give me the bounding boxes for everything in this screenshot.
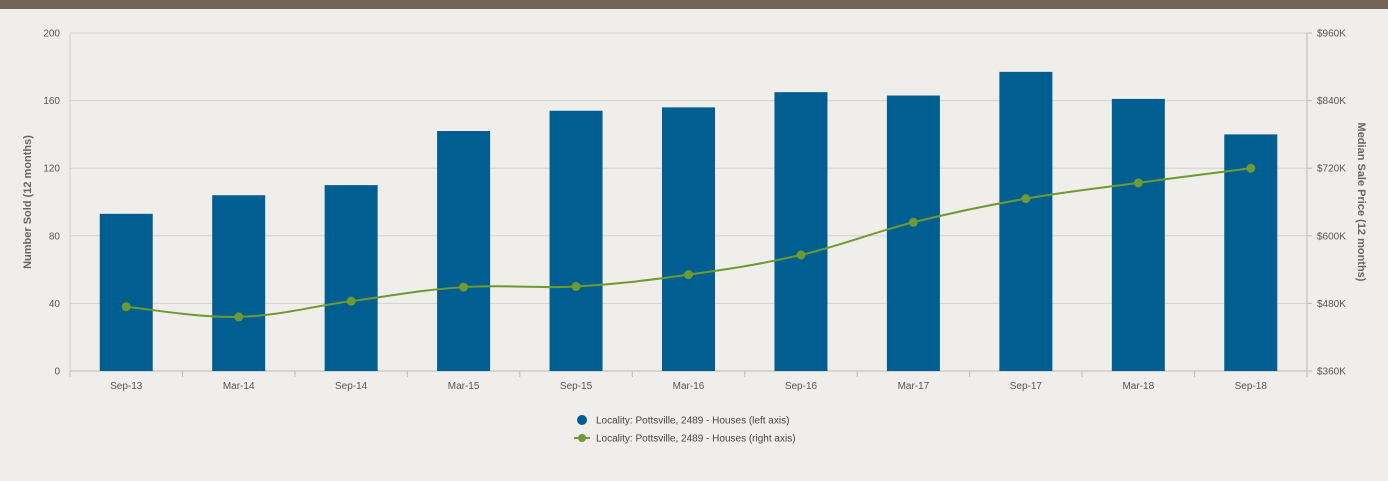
- y-tick-label-left: 160: [43, 96, 60, 107]
- y-tick-label-right: $360K: [1317, 367, 1346, 378]
- y-tick-label-left: 120: [43, 164, 60, 175]
- bar[interactable]: [999, 71, 1053, 371]
- line-point[interactable]: [796, 250, 806, 260]
- bar-series: [99, 71, 1278, 372]
- line-point[interactable]: [908, 217, 918, 227]
- x-tick-label: Mar-14: [223, 381, 255, 392]
- y-tick-label-left: 200: [43, 29, 60, 40]
- x-tick-label: Sep-14: [335, 381, 368, 392]
- bar[interactable]: [1224, 134, 1278, 371]
- y-tick-label-right: $840K: [1317, 96, 1346, 107]
- line-point[interactable]: [121, 302, 131, 312]
- x-tick-label: Sep-16: [785, 381, 818, 392]
- bar[interactable]: [212, 195, 266, 371]
- chart-container: 0 $360K 40 $480K 80 $600K 120 $720K 160 $840K 200 $…: [0, 9, 1388, 481]
- bar[interactable]: [886, 95, 940, 371]
- legend-swatch-line-dot: [578, 434, 586, 442]
- legend-item-line[interactable]: Locality: Pottsville, 2489 - Houses (rig…: [574, 434, 796, 445]
- line-point[interactable]: [571, 282, 581, 291]
- bar[interactable]: [324, 185, 378, 371]
- line-point[interactable]: [684, 270, 693, 280]
- line-point[interactable]: [1133, 178, 1143, 188]
- axes: 0 $360K 40 $480K 80 $600K 120 $720K 160 $840K 200 $…: [43, 29, 1346, 393]
- bar[interactable]: [99, 213, 153, 371]
- line-point[interactable]: [1246, 163, 1256, 173]
- x-tick-label: Mar-18: [1122, 381, 1154, 392]
- legend-label-line: Locality: Pottsville, 2489 - Houses (rig…: [596, 434, 796, 445]
- y-tick-label-right: $960K: [1317, 29, 1346, 40]
- x-tick-label: Mar-16: [673, 381, 705, 392]
- x-tick-label: Mar-15: [448, 381, 480, 392]
- line-point[interactable]: [346, 296, 356, 306]
- line-point[interactable]: [459, 282, 469, 292]
- legend-swatch-bars: [577, 415, 587, 425]
- line-point[interactable]: [1021, 194, 1031, 204]
- y-tick-label-left: 80: [49, 231, 61, 242]
- bar[interactable]: [1111, 98, 1165, 371]
- bar[interactable]: [549, 110, 603, 372]
- legend-item-bars[interactable]: Locality: Pottsville, 2489 - Houses (lef…: [577, 415, 789, 427]
- x-tick-label: Sep-13: [110, 381, 143, 392]
- line-series: [121, 163, 1256, 322]
- line-point[interactable]: [234, 312, 244, 322]
- y-tick-label-right: $480K: [1317, 299, 1346, 310]
- x-tick-label: Sep-17: [1010, 381, 1043, 392]
- y-axis-title-left: Number Sold (12 months): [22, 135, 34, 269]
- y-tick-label-left: 0: [54, 367, 60, 378]
- bar[interactable]: [662, 107, 715, 372]
- y-tick-label-left: 40: [49, 299, 61, 310]
- top-header-band: [0, 0, 1388, 9]
- legend-label-bars: Locality: Pottsville, 2489 - Houses (lef…: [596, 416, 789, 427]
- x-tick-label: Sep-15: [560, 381, 593, 392]
- y-tick-label-right: $600K: [1317, 231, 1346, 242]
- bar[interactable]: [437, 131, 491, 371]
- x-tick-label: Sep-18: [1235, 381, 1268, 392]
- y-tick-label-right: $720K: [1317, 164, 1346, 175]
- legend: Locality: Pottsville, 2489 - Houses (lef…: [574, 415, 796, 445]
- x-tick-label: Mar-17: [898, 381, 930, 392]
- combo-chart: 0 $360K 40 $480K 80 $600K 120 $720K 160 $840K 200 $…: [22, 29, 1367, 445]
- y-axis-title-right: Median Sale Price (12 months): [1355, 123, 1367, 282]
- bar[interactable]: [774, 92, 828, 372]
